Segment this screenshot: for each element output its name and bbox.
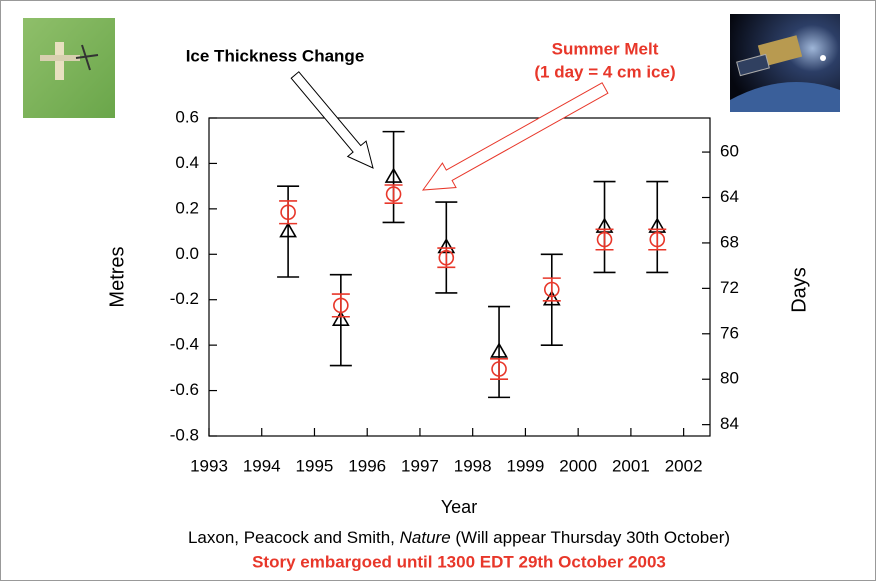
y2-tick-label: 72: [720, 278, 739, 297]
x-tick-label: 1997: [401, 456, 439, 475]
x-tick-label: 1993: [190, 456, 228, 475]
embargo-notice: Story embargoed until 1300 EDT 29th Octo…: [252, 552, 666, 571]
error-bar: [384, 184, 403, 204]
plot-frame: [208, 117, 711, 437]
data-point: [279, 221, 297, 238]
error-bar: [646, 180, 669, 274]
error-bar: [329, 273, 352, 367]
y2-tick-label: 64: [720, 187, 739, 206]
y-tick-label: 0.2: [175, 198, 199, 217]
y2-tick-label: 60: [720, 142, 739, 161]
x-tick-label: 1996: [348, 456, 386, 475]
error-bar: [382, 130, 405, 224]
x-tick-label: 1998: [454, 456, 492, 475]
arrow: [421, 82, 609, 191]
x-tick-label: 1999: [507, 456, 545, 475]
data-point: [491, 361, 507, 377]
data-point: [438, 249, 455, 266]
y2-tick-label: 68: [720, 232, 739, 251]
y-tick-label: -0.8: [170, 425, 199, 444]
data-point: [333, 297, 349, 314]
caption-text: Laxon, Peacock and Smith,: [188, 528, 400, 547]
data-point: [385, 186, 402, 202]
error-bar: [488, 305, 511, 399]
y-tick-label: -0.4: [170, 335, 199, 354]
y-tick-label: -0.6: [170, 380, 199, 399]
satellite-photo: [730, 14, 840, 112]
arrow: [290, 71, 374, 169]
caption: Laxon, Peacock and Smith, Nature (Will a…: [188, 528, 730, 547]
error-bar: [593, 180, 616, 274]
annotation: (1 day = 4 cm ice): [534, 62, 675, 81]
data-point: [543, 281, 560, 298]
y2-tick-label: 84: [720, 414, 739, 433]
data-point: [331, 310, 350, 326]
y2-axis-title: Days: [788, 267, 810, 313]
x-tick-label: 2002: [665, 456, 703, 475]
y-tick-label: -0.2: [170, 289, 199, 308]
x-tick-label: 1995: [296, 456, 334, 475]
data-point: [280, 204, 296, 221]
x-tick-label: 1994: [243, 456, 281, 475]
data-point: [490, 342, 508, 358]
annotation: Ice Thickness Change: [186, 46, 365, 65]
data-point: [596, 231, 613, 248]
x-axis-title: Year: [441, 497, 477, 517]
x-tick-label: 2000: [559, 456, 597, 475]
caption-text: (Will appear Thursday 30th October): [451, 528, 730, 547]
y-tick-label: 0.0: [175, 244, 199, 263]
y2-tick-label: 80: [720, 369, 739, 388]
x-tick-label: 2001: [612, 456, 650, 475]
y-axis-title: Metres: [106, 246, 128, 307]
aircraft-photo: [23, 18, 115, 118]
y-tick-label: 0.4: [175, 153, 199, 172]
y-tick-label: 0.6: [175, 107, 199, 126]
annotation: Summer Melt: [552, 39, 659, 58]
data-point: [649, 231, 666, 248]
caption-text: Nature: [400, 528, 451, 547]
y2-tick-label: 76: [720, 323, 739, 342]
data-point: [542, 290, 561, 306]
data-point: [384, 167, 403, 183]
